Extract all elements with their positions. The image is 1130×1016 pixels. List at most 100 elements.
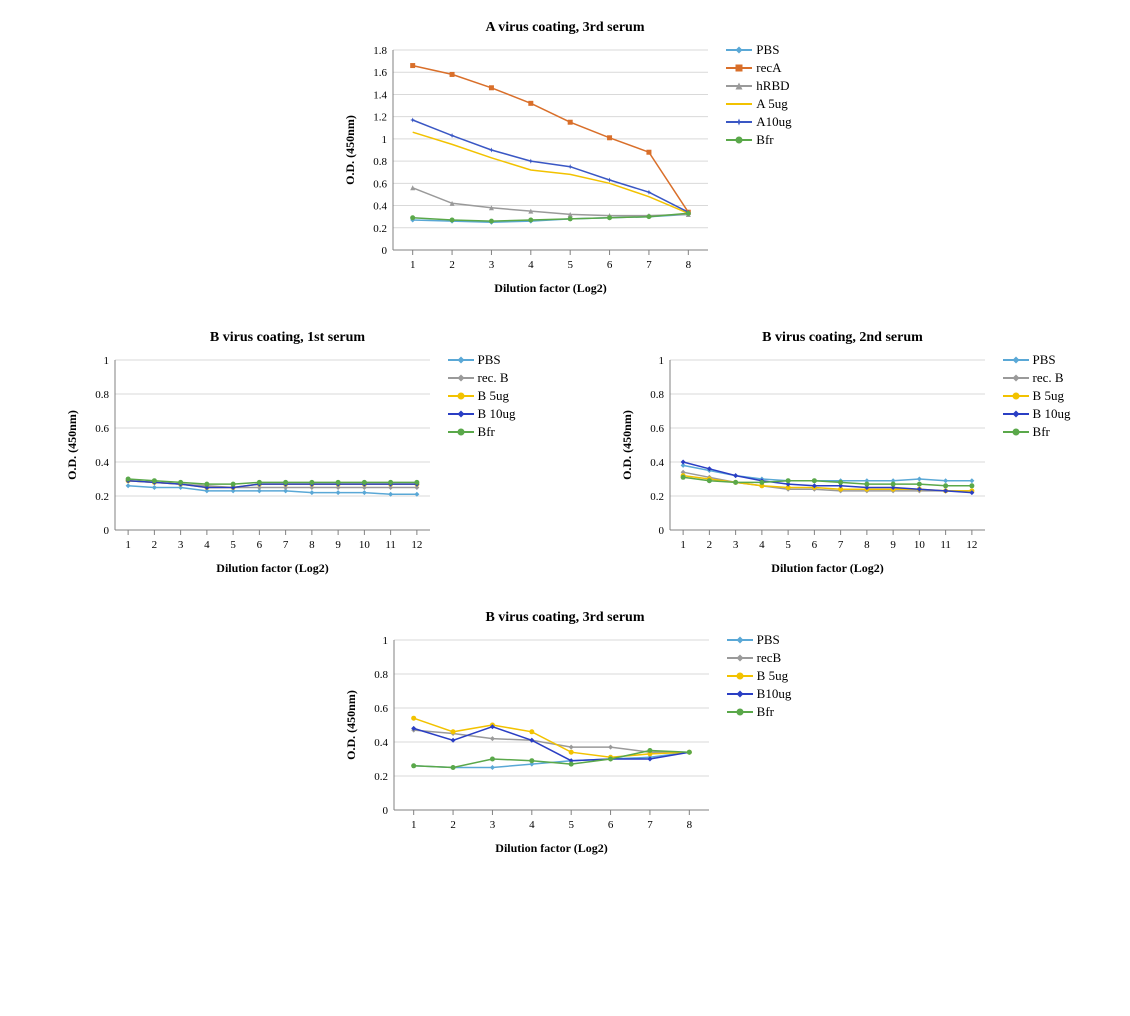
svg-text:1: 1 <box>658 355 664 367</box>
legend-swatch-icon <box>1003 426 1029 438</box>
chart-title: A virus coating, 3rd serum <box>338 20 791 36</box>
svg-text:8: 8 <box>864 539 870 551</box>
x-axis-label: Dilution factor (Log2) <box>771 561 883 575</box>
legend-item-recA: recA <box>726 60 791 76</box>
svg-text:11: 11 <box>940 539 951 551</box>
legend-label: PBS <box>478 352 501 368</box>
svg-text:4: 4 <box>204 539 210 551</box>
svg-text:5: 5 <box>230 539 236 551</box>
legend-swatch-icon <box>727 634 753 646</box>
legend-item-Bfr: Bfr <box>448 424 516 440</box>
svg-text:0.2: 0.2 <box>95 491 109 503</box>
legend-item-A5ug: A 5ug <box>726 96 791 112</box>
svg-text:0: 0 <box>382 245 388 257</box>
legend-label: rec. B <box>1033 370 1064 386</box>
svg-text:11: 11 <box>385 539 396 551</box>
svg-text:12: 12 <box>966 539 977 551</box>
svg-text:5: 5 <box>785 539 791 551</box>
svg-text:12: 12 <box>411 539 422 551</box>
x-axis-label: Dilution factor (Log2) <box>216 561 328 575</box>
legend: PBSrec. BB 5ugB 10ugBfr <box>1003 350 1071 442</box>
chart-panel-chartB1: B virus coating, 1st serum 00.20.40.60.8… <box>60 330 516 580</box>
legend-label: Bfr <box>757 704 774 720</box>
svg-text:1: 1 <box>382 635 388 647</box>
svg-text:0: 0 <box>382 805 388 817</box>
legend-swatch-icon <box>1003 408 1029 420</box>
legend-item-recB: recB <box>727 650 792 666</box>
legend-label: PBS <box>1033 352 1056 368</box>
svg-text:6: 6 <box>607 819 613 831</box>
legend-swatch-icon <box>726 116 752 128</box>
legend-item-B10ug: B 10ug <box>448 406 516 422</box>
svg-text:7: 7 <box>646 259 652 271</box>
svg-text:6: 6 <box>256 539 262 551</box>
legend-swatch-icon <box>726 134 752 146</box>
legend-label: rec. B <box>478 370 509 386</box>
legend-swatch-icon <box>1003 390 1029 402</box>
legend: PBS rec. B B 5ug B 10ug Bfr <box>448 350 516 442</box>
svg-text:2: 2 <box>151 539 157 551</box>
legend-swatch-icon <box>727 688 753 700</box>
svg-text:7: 7 <box>837 539 843 551</box>
chart-panel-chartA3: A virus coating, 3rd serum 00.20.40.60.8… <box>338 20 791 300</box>
legend-swatch-icon <box>726 80 752 92</box>
chart-svg: 00.20.40.60.811.21.41.61.812345678Diluti… <box>338 40 718 300</box>
svg-text:7: 7 <box>282 539 288 551</box>
svg-text:0.4: 0.4 <box>374 737 388 749</box>
svg-text:3: 3 <box>489 819 495 831</box>
chart-title: B virus coating, 2nd serum <box>615 330 1071 346</box>
svg-text:3: 3 <box>732 539 738 551</box>
legend-item-B10ug: B10ug <box>727 686 792 702</box>
svg-text:10: 10 <box>913 539 925 551</box>
legend-item-Bfr: Bfr <box>727 704 792 720</box>
legend-label: PBS <box>756 42 779 58</box>
svg-text:1.6: 1.6 <box>374 67 388 79</box>
legend-swatch-icon <box>726 62 752 74</box>
series-A5ug <box>413 132 689 213</box>
legend-label: recA <box>756 60 781 76</box>
legend-swatch-icon <box>726 44 752 56</box>
legend-label: A 5ug <box>756 96 787 112</box>
svg-text:3: 3 <box>489 259 495 271</box>
chart-svg: 00.20.40.60.81123456789101112Dilution fa… <box>60 350 440 580</box>
svg-text:5: 5 <box>568 259 574 271</box>
svg-text:4: 4 <box>528 259 534 271</box>
x-axis-label: Dilution factor (Log2) <box>495 841 607 855</box>
chart-panel-chartB2: B virus coating, 2nd serum 00.20.40.60.8… <box>615 330 1071 580</box>
chart-panel-chartB3: B virus coating, 3rd serum 00.20.40.60.8… <box>339 610 792 860</box>
svg-text:1.8: 1.8 <box>374 45 388 57</box>
svg-text:2: 2 <box>450 259 456 271</box>
svg-text:4: 4 <box>759 539 765 551</box>
svg-text:1: 1 <box>103 355 109 367</box>
svg-text:8: 8 <box>686 819 692 831</box>
svg-text:0.2: 0.2 <box>374 223 388 235</box>
svg-text:0.8: 0.8 <box>650 389 664 401</box>
legend-label: B 5ug <box>478 388 509 404</box>
legend-label: B 10ug <box>478 406 516 422</box>
legend-label: B 5ug <box>757 668 788 684</box>
legend-item-Bfr: Bfr <box>1003 424 1071 440</box>
legend-swatch-icon <box>726 98 752 110</box>
legend-item-B5ug: B 5ug <box>448 388 516 404</box>
legend-label: Bfr <box>1033 424 1050 440</box>
svg-text:0.4: 0.4 <box>374 201 388 213</box>
legend-item-PBS: PBS <box>727 632 792 648</box>
chart-title: B virus coating, 3rd serum <box>339 610 792 626</box>
legend-label: Bfr <box>478 424 495 440</box>
y-axis-label: O.D. (450nm) <box>344 690 358 760</box>
legend-label: recB <box>757 650 782 666</box>
svg-text:1: 1 <box>125 539 131 551</box>
svg-text:1: 1 <box>411 819 417 831</box>
svg-text:1.4: 1.4 <box>374 89 388 101</box>
legend-item-PBS: PBS <box>1003 352 1071 368</box>
legend-label: Bfr <box>756 132 773 148</box>
legend-swatch-icon <box>448 426 474 438</box>
legend: PBSrecAhRBDA 5ugA10ugBfr <box>726 40 791 150</box>
legend-item-B10ug: B 10ug <box>1003 406 1071 422</box>
legend-swatch-icon <box>727 652 753 664</box>
svg-text:0: 0 <box>658 525 664 537</box>
legend-label: hRBD <box>756 78 789 94</box>
legend: PBS recB B 5ug B10ug Bfr <box>727 630 792 722</box>
legend-item-hRBD: hRBD <box>726 78 791 94</box>
legend-label: B 10ug <box>1033 406 1071 422</box>
